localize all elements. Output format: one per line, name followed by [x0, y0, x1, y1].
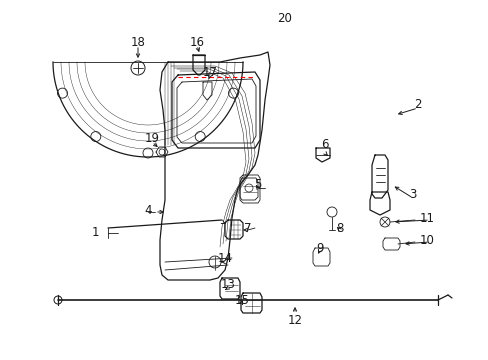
Text: 7: 7 — [244, 221, 251, 234]
Text: 17: 17 — [202, 66, 217, 78]
Text: 16: 16 — [189, 36, 204, 49]
Text: 13: 13 — [220, 279, 235, 292]
Text: 9: 9 — [316, 242, 323, 255]
Text: 6: 6 — [321, 139, 328, 152]
Text: 8: 8 — [336, 221, 343, 234]
Text: 4: 4 — [144, 203, 151, 216]
Text: 15: 15 — [234, 293, 249, 306]
Text: 3: 3 — [408, 189, 416, 202]
Text: 18: 18 — [130, 36, 145, 49]
Text: 11: 11 — [419, 211, 434, 225]
Text: 20: 20 — [277, 12, 292, 24]
Text: 10: 10 — [419, 234, 433, 247]
Text: 1: 1 — [91, 226, 99, 239]
Text: 14: 14 — [217, 252, 232, 265]
Text: 19: 19 — [144, 131, 159, 144]
Text: 2: 2 — [413, 99, 421, 112]
Text: 12: 12 — [287, 314, 302, 327]
Text: 5: 5 — [254, 179, 261, 192]
